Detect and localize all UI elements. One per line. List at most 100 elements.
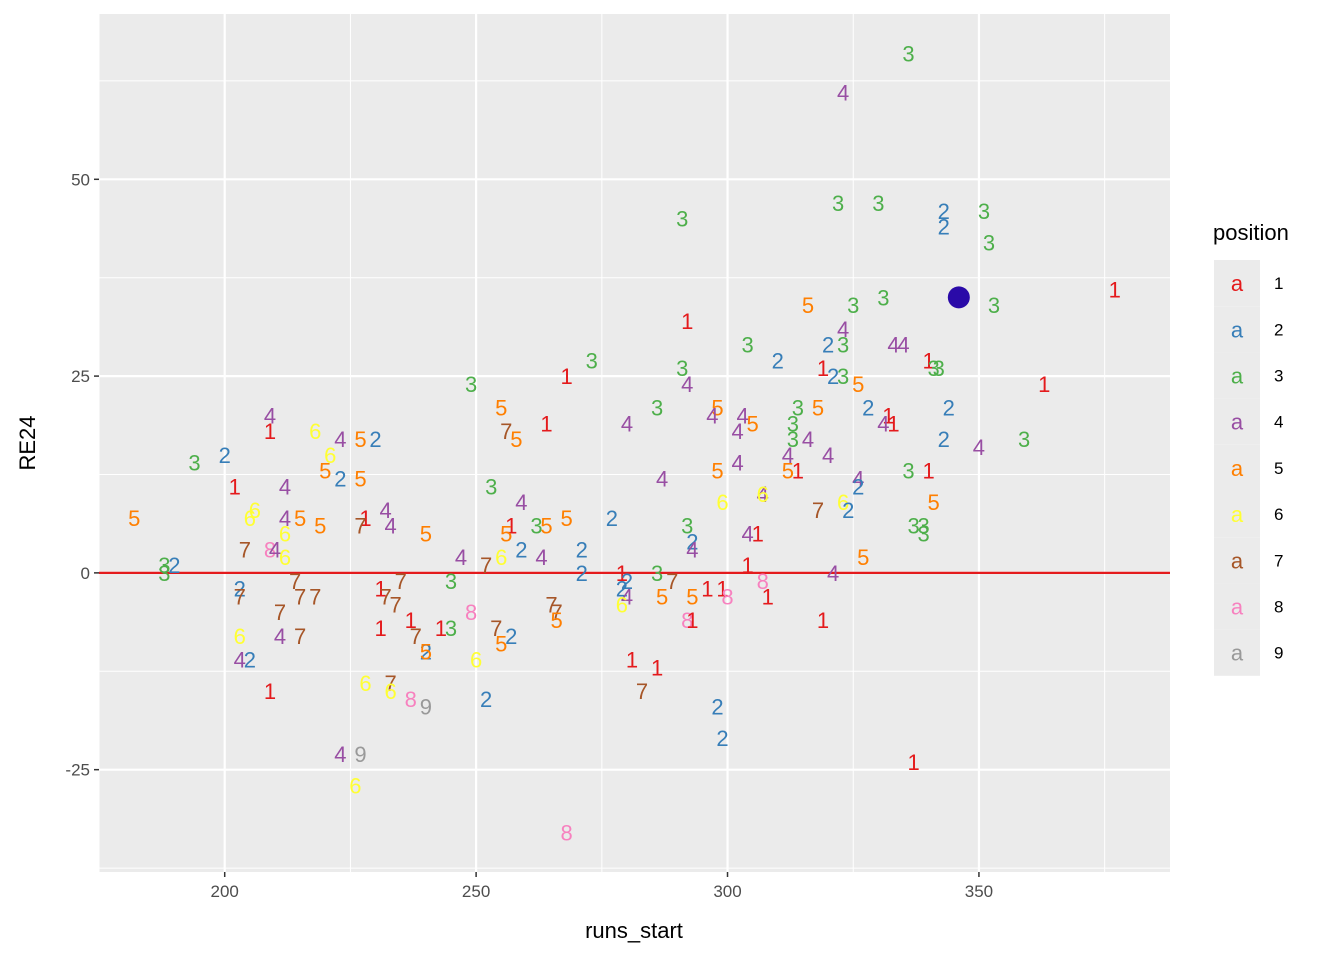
point-label-position-4: 4	[274, 624, 286, 649]
y-tick-label: 25	[71, 367, 90, 386]
point-label-position-2: 2	[716, 726, 728, 751]
legend-key-glyph: a	[1231, 502, 1244, 527]
point-label-position-6: 6	[616, 592, 628, 617]
legend: position a 1 a 2 a 3 a 4 a 5 a 6 a 7 a 8 a 9	[1213, 220, 1289, 676]
point-label-position-6: 6	[279, 522, 291, 547]
point-label-position-1: 1	[540, 411, 552, 436]
point-label-position-1: 1	[716, 577, 728, 602]
point-label-position-4: 4	[279, 474, 291, 499]
point-label-position-7: 7	[379, 584, 391, 609]
point-label-position-5: 5	[510, 427, 522, 452]
point-label-position-3: 3	[837, 333, 849, 358]
legend-key-glyph: a	[1231, 641, 1244, 666]
point-label-position-6: 6	[349, 773, 361, 798]
point-label-position-4: 4	[234, 647, 246, 672]
point-label-position-1: 1	[792, 459, 804, 484]
point-label-position-1: 1	[374, 577, 386, 602]
point-label-position-3: 3	[792, 396, 804, 421]
point-label-position-1: 1	[686, 608, 698, 633]
point-label-position-6: 6	[244, 506, 256, 531]
point-label-position-4: 4	[742, 522, 754, 547]
legend-key-glyph: a	[1231, 364, 1244, 389]
point-label-position-2: 2	[862, 396, 874, 421]
point-label-position-3: 3	[877, 285, 889, 310]
point-label-position-1: 1	[505, 514, 517, 539]
point-label-position-3: 3	[988, 293, 1000, 318]
point-label-position-2: 2	[616, 577, 628, 602]
point-label-position-2: 2	[772, 348, 784, 373]
point-label-position-4: 4	[681, 372, 693, 397]
point-label-position-1: 1	[817, 608, 829, 633]
point-label-position-7: 7	[390, 592, 402, 617]
point-label-position-7: 7	[500, 419, 512, 444]
point-label-position-2: 2	[515, 537, 527, 562]
point-label-position-1: 1	[626, 647, 638, 672]
point-label-position-6: 6	[249, 498, 261, 523]
point-label-position-3: 3	[902, 41, 914, 66]
point-label-position-2: 2	[606, 506, 618, 531]
y-tick-label: 50	[71, 170, 90, 189]
legend-entry-label: 8	[1274, 598, 1283, 617]
point-label-position-6: 6	[234, 624, 246, 649]
point-label-position-5: 5	[656, 584, 668, 609]
point-label-position-4: 4	[782, 443, 794, 468]
point-label-position-4: 4	[455, 545, 467, 570]
point-label-position-3: 3	[928, 356, 940, 381]
point-label-position-2: 2	[852, 474, 864, 499]
point-label-position-2: 2	[244, 647, 256, 672]
legend-key-glyph: a	[1231, 456, 1244, 481]
point-label-position-3: 3	[676, 207, 688, 232]
point-label-position-5: 5	[540, 514, 552, 539]
point-label-position-3: 3	[832, 191, 844, 216]
point-label-position-7: 7	[294, 584, 306, 609]
legend-key-background	[1214, 444, 1260, 491]
point-label-position-5: 5	[711, 459, 723, 484]
point-label-position-7: 7	[289, 569, 301, 594]
point-label-position-7: 7	[545, 592, 557, 617]
point-label-position-2: 2	[711, 695, 723, 720]
point-label-position-2: 2	[943, 396, 955, 421]
point-label-position-8: 8	[465, 600, 477, 625]
point-label-position-4: 4	[837, 81, 849, 106]
point-label-position-5: 5	[495, 632, 507, 657]
point-label-position-2: 2	[827, 364, 839, 389]
point-label-position-5: 5	[550, 608, 562, 633]
point-label-position-3: 3	[742, 333, 754, 358]
point-label-position-3: 3	[907, 514, 919, 539]
point-label-position-4: 4	[887, 333, 899, 358]
point-label-position-4: 4	[515, 490, 527, 515]
point-label-position-1: 1	[560, 364, 572, 389]
point-label-position-1: 1	[923, 348, 935, 373]
point-label-position-4: 4	[279, 506, 291, 531]
point-label-position-7: 7	[274, 600, 286, 625]
point-label-position-1: 1	[907, 750, 919, 775]
point-label-position-1: 1	[405, 608, 417, 633]
point-label-position-4: 4	[736, 403, 748, 428]
point-label-position-3: 3	[917, 514, 929, 539]
point-label-position-1: 1	[817, 356, 829, 381]
plot-panel	[99, 14, 1170, 872]
point-label-position-4: 4	[706, 403, 718, 428]
point-label-position-4: 4	[334, 427, 346, 452]
point-label-position-1: 1	[616, 561, 628, 586]
legend-key-background	[1214, 583, 1260, 630]
point-label-position-1: 1	[1038, 372, 1050, 397]
point-label-position-2: 2	[938, 199, 950, 224]
legend-key-glyph: a	[1231, 271, 1244, 296]
point-label-position-3: 3	[1018, 427, 1030, 452]
point-label-position-6: 6	[757, 482, 769, 507]
legend-entries: a 1 a 2 a 3 a 4 a 5 a 6 a 7 a 8 a 9	[1214, 260, 1283, 676]
point-label-position-2: 2	[822, 333, 834, 358]
point-label-position-4: 4	[334, 742, 346, 767]
point-label-position-4: 4	[731, 419, 743, 444]
point-label-position-8: 8	[681, 608, 693, 633]
point-label-position-2: 2	[938, 427, 950, 452]
point-label-position-7: 7	[309, 584, 321, 609]
point-label-position-4: 4	[897, 333, 909, 358]
point-label-position-3: 3	[651, 396, 663, 421]
point-label-position-2: 2	[621, 569, 633, 594]
point-label-position-4: 4	[822, 443, 834, 468]
legend-key-background	[1214, 398, 1260, 445]
point-label-position-1: 1	[762, 584, 774, 609]
